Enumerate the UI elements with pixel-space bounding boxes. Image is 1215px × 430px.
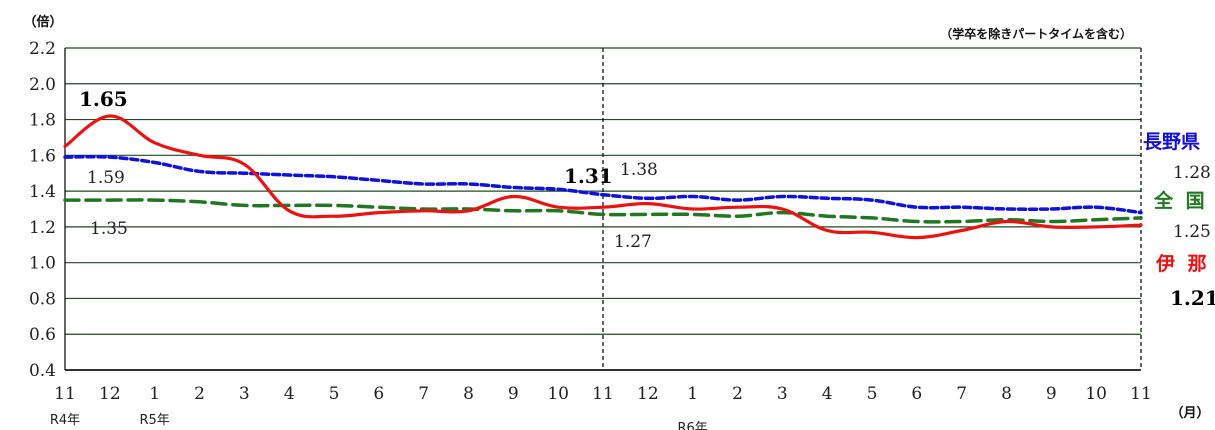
year-label: R5年: [140, 413, 170, 428]
x-tick-label: 2: [194, 384, 205, 404]
x-tick-label: 7: [418, 384, 429, 404]
x-tick-label: 12: [637, 384, 659, 404]
y-tick-label: 1.8: [29, 111, 56, 131]
y-tick-label: 1.0: [29, 254, 56, 274]
y-tick-label: 0.6: [29, 325, 56, 345]
y-tick-label: 0.4: [29, 361, 56, 381]
x-axis-unit: （月）: [1170, 405, 1209, 421]
x-tick-label: 4: [822, 384, 833, 404]
data-label: 1.38: [620, 160, 658, 180]
x-tick-label: 9: [1046, 384, 1057, 404]
x-tick-label: 3: [777, 384, 788, 404]
x-tick-label: 10: [1085, 384, 1107, 404]
y-tick-label: 2.0: [29, 75, 56, 95]
legend-nagano: 長野県: [1143, 131, 1200, 153]
x-tick-label: 7: [956, 384, 967, 404]
y-tick-label: 1.6: [29, 146, 56, 166]
y-tick-label: 1.2: [29, 218, 56, 238]
x-tick-label: 1: [149, 384, 160, 404]
x-tick-label: 11: [1130, 384, 1152, 404]
legend-ina: 伊 那: [1155, 252, 1210, 275]
series-line-national: [63, 198, 1143, 224]
x-tick-label: 4: [284, 384, 295, 404]
year-label: R4年: [50, 413, 80, 428]
legend-national: 全 国: [1153, 189, 1208, 212]
x-tick-label: 11: [54, 384, 76, 404]
x-tick-label: 1: [687, 384, 698, 404]
chart-note: （学卒を除きパートタイムを含む）: [940, 26, 1132, 41]
data-label: 1.25: [1173, 222, 1211, 242]
x-tick-label: 2: [732, 384, 743, 404]
data-label: 1.35: [90, 219, 128, 239]
x-tick-label: 6: [911, 384, 922, 404]
x-tick-label: 9: [508, 384, 519, 404]
x-tick-label: 6: [373, 384, 384, 404]
series-line-nagano: [63, 154, 1143, 215]
y-axis-unit: （倍）: [23, 14, 62, 30]
series-line-ina: [63, 114, 1143, 240]
x-tick-label: 3: [239, 384, 250, 404]
data-label: 1.59: [87, 168, 125, 188]
x-tick-label: 5: [867, 384, 878, 404]
x-tick-label: 8: [1001, 384, 1012, 404]
year-label: R6年: [678, 421, 708, 430]
y-tick-label: 1.4: [29, 182, 56, 202]
y-tick-label: 0.8: [29, 289, 56, 309]
data-label: 1.27: [614, 232, 652, 252]
data-label: 1.21: [1170, 286, 1215, 310]
data-label: 1.31: [564, 164, 613, 188]
x-tick-label: 11: [592, 384, 614, 404]
data-label: 1.65: [79, 87, 128, 111]
data-label: 1.28: [1173, 163, 1211, 183]
x-tick-label: 5: [329, 384, 340, 404]
x-tick-label: 8: [463, 384, 474, 404]
x-tick-label: 10: [547, 384, 569, 404]
x-tick-label: 12: [99, 384, 121, 404]
y-tick-label: 2.2: [29, 39, 56, 59]
